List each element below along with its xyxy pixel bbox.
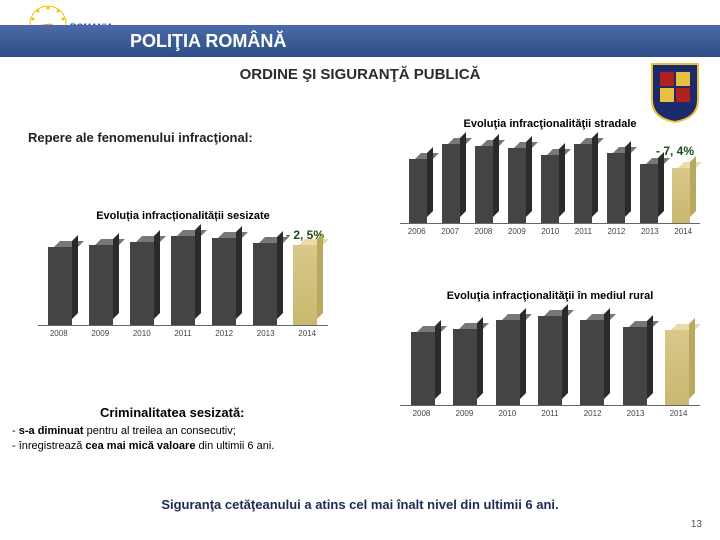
x-label: 2012 xyxy=(608,227,626,236)
coat-of-arms xyxy=(648,60,702,124)
x-label: 2011 xyxy=(174,329,191,338)
x-label: 2011 xyxy=(575,227,592,236)
x-label: 2009 xyxy=(508,227,526,236)
x-label: 2009 xyxy=(456,409,474,418)
bar xyxy=(48,247,72,325)
x-label: 2013 xyxy=(641,227,659,236)
x-label: 2008 xyxy=(50,329,68,338)
bar xyxy=(623,327,647,405)
x-label: 2011 xyxy=(541,409,558,418)
x-label: 2008 xyxy=(413,409,431,418)
bar xyxy=(442,144,460,223)
chart1-title: Evoluția infracționalității sesizate xyxy=(38,210,328,222)
bar xyxy=(89,245,113,325)
chart3-title: Evoluţia infracţionalităţii în mediul ru… xyxy=(400,290,700,302)
bar xyxy=(640,164,658,223)
header-band: POLIŢIA ROMÂNĂ xyxy=(0,25,720,57)
x-label: 2014 xyxy=(670,409,688,418)
x-label: 2008 xyxy=(475,227,493,236)
x-label: 2013 xyxy=(627,409,645,418)
bar xyxy=(411,332,435,405)
footer-line: Siguranţa cetăţeanului a atins cel mai î… xyxy=(0,497,720,512)
chart-rural: Evoluţia infracţionalităţii în mediul ru… xyxy=(400,290,700,418)
bar xyxy=(475,146,493,223)
bullet-item: - înregistrează cea mai mică valoare din… xyxy=(12,439,362,454)
bar xyxy=(453,329,477,405)
bar xyxy=(508,148,526,223)
bullets-list: - s-a diminuat pentru al treilea an cons… xyxy=(12,424,362,454)
chart-stradale: Evoluţia infracţionalităţii stradale - 7… xyxy=(400,118,700,236)
chart2-title: Evoluţia infracţionalităţii stradale xyxy=(400,118,700,130)
x-label: 2007 xyxy=(441,227,459,236)
bar xyxy=(496,320,520,405)
chart-evolutie-sesizate: Evoluția infracționalității sesizate - 2… xyxy=(38,210,328,338)
x-label: 2012 xyxy=(215,329,233,338)
bar xyxy=(409,159,427,223)
page-subtitle: ORDINE ŞI SIGURANŢĂ PUBLICĂ xyxy=(0,66,720,83)
bullet-item: - s-a diminuat pentru al treilea an cons… xyxy=(12,424,362,439)
bar xyxy=(574,144,592,223)
page-number: 13 xyxy=(691,519,702,530)
x-label: 2014 xyxy=(674,227,692,236)
x-label: 2012 xyxy=(584,409,602,418)
x-label: 2006 xyxy=(408,227,426,236)
criminalitatea-title: Criminalitatea sesizată: xyxy=(100,405,245,420)
bar xyxy=(580,320,604,405)
section-title: Repere ale fenomenului infracţional: xyxy=(28,130,253,145)
bar xyxy=(293,245,317,325)
page-title: POLIŢIA ROMÂNĂ xyxy=(130,31,286,52)
x-label: 2010 xyxy=(541,227,559,236)
x-label: 2013 xyxy=(257,329,275,338)
bar xyxy=(171,236,195,325)
bar xyxy=(607,153,625,223)
bar xyxy=(541,155,559,223)
x-label: 2014 xyxy=(298,329,316,338)
bar xyxy=(538,316,562,405)
bar xyxy=(130,242,154,325)
x-label: 2010 xyxy=(133,329,151,338)
x-label: 2010 xyxy=(498,409,516,418)
bar xyxy=(672,168,690,223)
bar xyxy=(212,238,236,325)
bar xyxy=(665,330,689,405)
x-label: 2009 xyxy=(91,329,109,338)
bar xyxy=(253,243,277,325)
